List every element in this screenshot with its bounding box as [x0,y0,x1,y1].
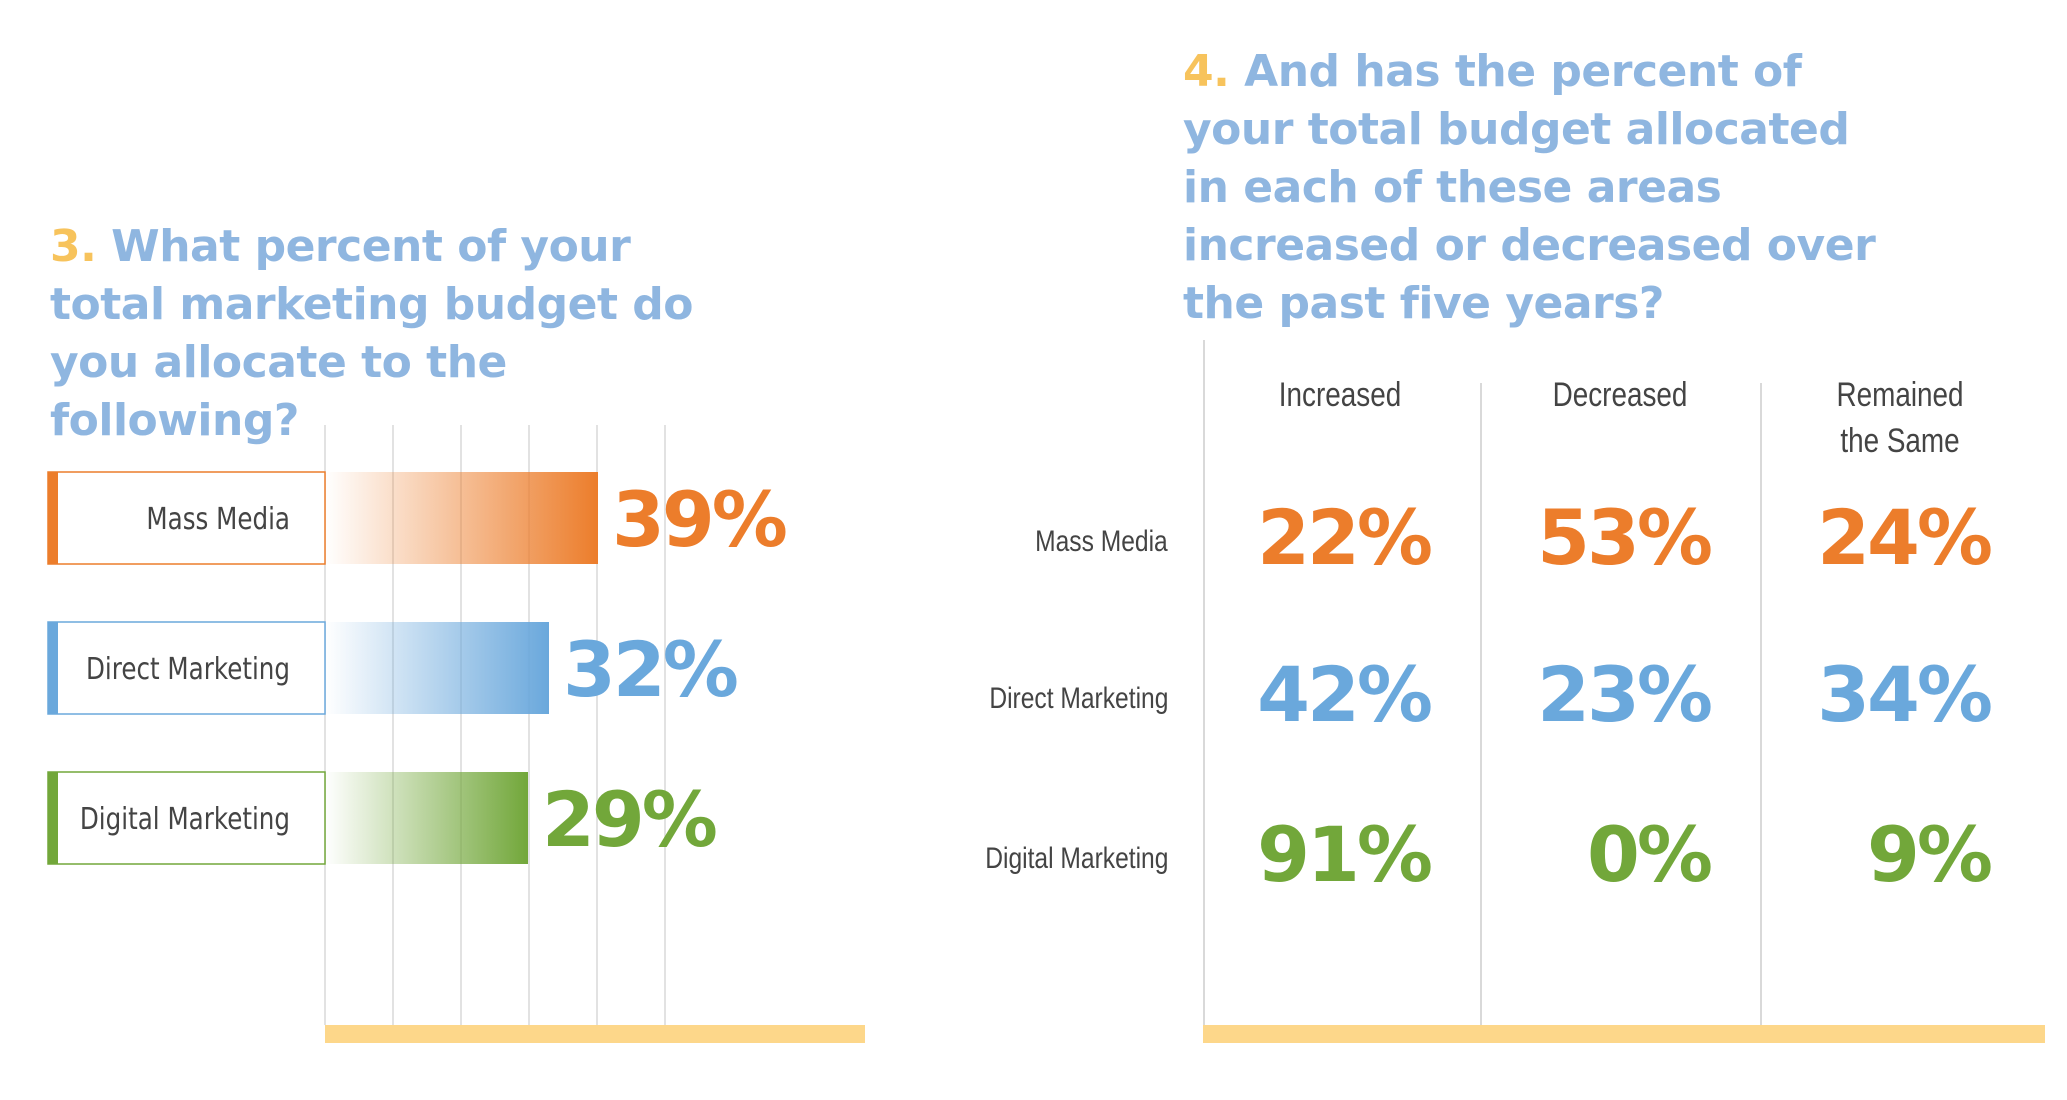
bar-value-label: 39% [612,475,786,564]
bar [325,772,528,864]
bar-chart: Mass Media 39% Direct Marketing 32% Digital … [47,425,865,1043]
table-row-label: Mass Media [1035,525,1168,558]
table-cell-value: 42% [1257,650,1433,739]
q3-number: 3. [50,221,97,272]
q3-question: What percent of your total marketing bud… [50,221,694,446]
table-row-label: Direct Marketing [988,682,1168,715]
table-column-header: Remained the Same [1836,376,1964,460]
bar-axis-base [325,1025,865,1043]
bar-category-label: Digital Marketing [80,803,290,837]
table-axis-base [1203,1025,2045,1043]
bar-label-box [47,621,326,715]
bar-value-label: 32% [563,625,737,714]
table-cell-value: 22% [1257,493,1433,582]
table-row-label: Digital Marketing [984,842,1168,875]
bar-label-tab [48,472,58,564]
bar [325,622,549,714]
bar-marks: Mass Media 39% Direct Marketing 32% Digital … [47,471,865,1043]
bar-label-tab [48,772,58,864]
table-cell-value: 53% [1537,493,1713,582]
bar-category-label: Mass Media [146,503,290,537]
table-cell-value: 91% [1257,810,1433,899]
bar-label-tab [48,622,58,714]
bar-category-label: Direct Marketing [86,653,290,687]
table-column-header: Increased [1278,376,1402,414]
table-cell-value: 23% [1537,650,1713,739]
bar-label-box [47,771,326,865]
q3-title: 3. What percent of your total marketing … [50,218,750,450]
table-cell-value: 34% [1817,650,1993,739]
bar [325,472,598,564]
bar-value-label: 29% [542,775,716,864]
q4-number: 4. [1183,46,1230,97]
table-cell-value: 9% [1866,810,1993,899]
table-column-separator [1203,340,1205,1025]
table-cell-value: 24% [1817,493,1993,582]
bar-label-box [47,471,326,565]
table-column-separator [1760,383,1762,1025]
table-column-separator [1480,383,1482,1025]
table-column-header: Decreased [1552,376,1688,414]
q4-question: And has the percent of your total budget… [1183,46,1876,329]
table-cell-value: 0% [1586,810,1713,899]
q4-title: 4. And has the percent of your total bud… [1183,43,1903,333]
